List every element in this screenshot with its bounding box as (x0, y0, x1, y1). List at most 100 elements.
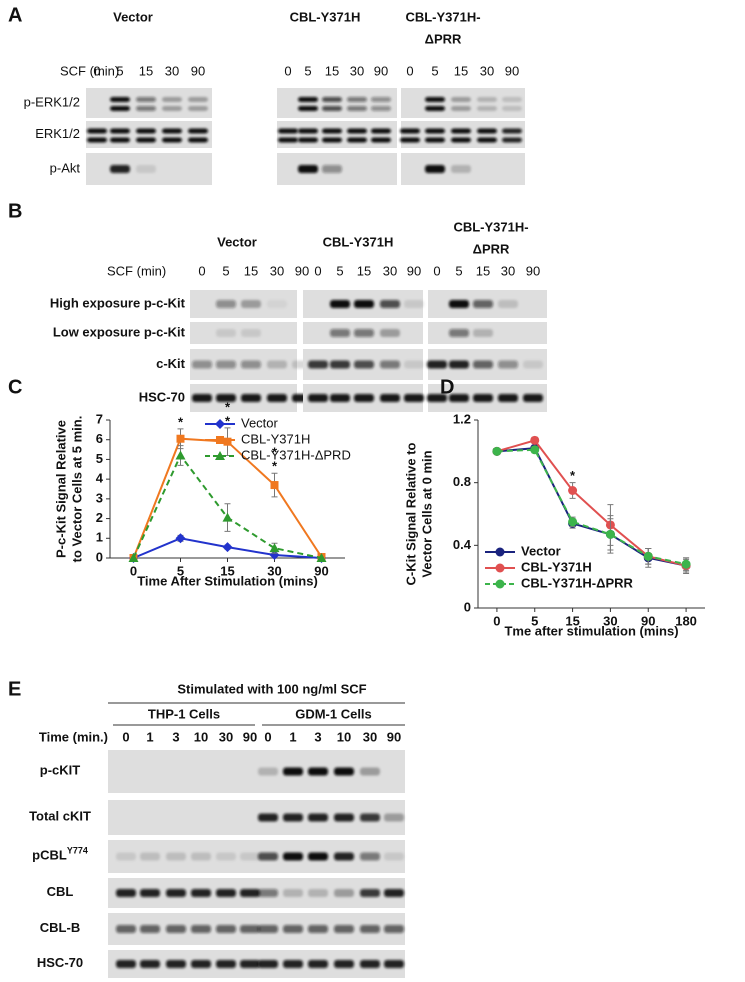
blot-band (354, 394, 374, 402)
point (270, 481, 279, 490)
blot-band (240, 889, 260, 897)
blot-band (502, 137, 522, 143)
point (316, 553, 327, 562)
blot-band (110, 165, 130, 173)
blot-band (498, 360, 518, 369)
blot-band (136, 137, 156, 143)
blot-strip (401, 88, 525, 118)
blot-band (371, 106, 391, 111)
x-tick-label: 0 (130, 563, 137, 578)
time-label: 90 (387, 729, 401, 744)
annotation: * (178, 414, 184, 429)
blot-band (110, 137, 130, 143)
time-label: 1 (289, 729, 296, 744)
blot-band (449, 300, 469, 308)
x-axis-title: Time After Stimulation (mins) (137, 573, 318, 588)
blot-band (449, 329, 469, 337)
blot-band (449, 360, 469, 369)
blot-band (240, 960, 260, 968)
blot-strip (86, 88, 212, 118)
x-tick-label: 5 (177, 563, 184, 578)
y-axis-title: P-c-Kit Signal Relative (53, 420, 68, 558)
blot-band (330, 300, 350, 308)
point (605, 529, 615, 539)
blot-band (283, 925, 303, 933)
point (175, 533, 186, 544)
group-label: GDM-1 Cells (295, 706, 372, 721)
point (176, 434, 185, 443)
time-label: 90 (374, 63, 388, 78)
time-title: Time (min.) (39, 729, 108, 744)
blot-band (322, 165, 342, 173)
row-label: Low exposure p-c-Kit (53, 324, 186, 339)
group-label: Vector (217, 234, 257, 249)
annotation: * (225, 413, 231, 428)
blot-band (278, 128, 298, 134)
blot-strip (277, 88, 397, 118)
y-axis-title: C-Kit Signal Relative to (403, 442, 418, 585)
panel-title: Stimulated with 100 ng/ml SCF (177, 681, 366, 696)
row-label: c-Kit (156, 356, 186, 371)
legend-marker (495, 547, 505, 557)
blot-band (191, 925, 211, 933)
point (128, 553, 139, 562)
point (568, 517, 578, 527)
blot-band (240, 852, 260, 861)
time-label: 90 (191, 63, 205, 78)
blot-band (360, 767, 380, 776)
time-label: 0 (284, 63, 291, 78)
y-tick-label: 1 (96, 530, 103, 545)
blot-band (404, 360, 424, 369)
blot-band (384, 889, 404, 897)
row-label: p-Akt (50, 160, 81, 175)
blot-band (523, 360, 543, 369)
blot-band (87, 137, 107, 143)
blot-band (258, 925, 278, 933)
time-label: 0 (198, 263, 205, 278)
time-label: 0 (406, 63, 413, 78)
blot-strip (108, 800, 405, 835)
blot-band (166, 852, 186, 861)
blot-band (451, 165, 471, 173)
time-label: 5 (455, 263, 462, 278)
blot-band (216, 300, 236, 308)
blot-strip (401, 121, 525, 148)
row-label: CBL-B (40, 920, 80, 935)
time-label: 90 (505, 63, 519, 78)
blot-band (330, 360, 350, 369)
time-label: 15 (139, 63, 153, 78)
blot-band (347, 128, 367, 134)
point (568, 486, 578, 495)
blot-band (188, 97, 208, 102)
time-label: 1 (146, 729, 153, 744)
row-label: pCBLY774 (32, 846, 88, 863)
blot-band (110, 97, 130, 102)
blot-band (216, 394, 236, 402)
blot-band (116, 889, 136, 897)
legend-label: CBL-Y371H-ΔPRD (241, 447, 351, 462)
blot-band (502, 97, 522, 102)
blot-band (188, 106, 208, 111)
blot-band (192, 394, 212, 402)
y-tick-label: 0 (96, 549, 103, 564)
blot-band (400, 128, 420, 134)
time-label: 90 (295, 263, 309, 278)
blot-band (116, 852, 136, 861)
row-label: ERK1/2 (35, 126, 80, 141)
blot-band (451, 97, 471, 102)
time-label: 15 (357, 263, 371, 278)
time-label: 10 (194, 729, 208, 744)
blot-band (384, 813, 404, 822)
blot-band (308, 360, 328, 369)
blot-band (298, 128, 318, 134)
y-tick-label: 5 (96, 451, 103, 466)
blot-band (354, 329, 374, 337)
point (492, 446, 502, 456)
blot-band (427, 360, 447, 369)
time-label: 0 (93, 63, 100, 78)
blot-band (136, 97, 156, 102)
y-axis-title: to Vector Cells at 5 min. (69, 416, 84, 563)
blot-band (241, 300, 261, 308)
blot-band (110, 128, 130, 134)
